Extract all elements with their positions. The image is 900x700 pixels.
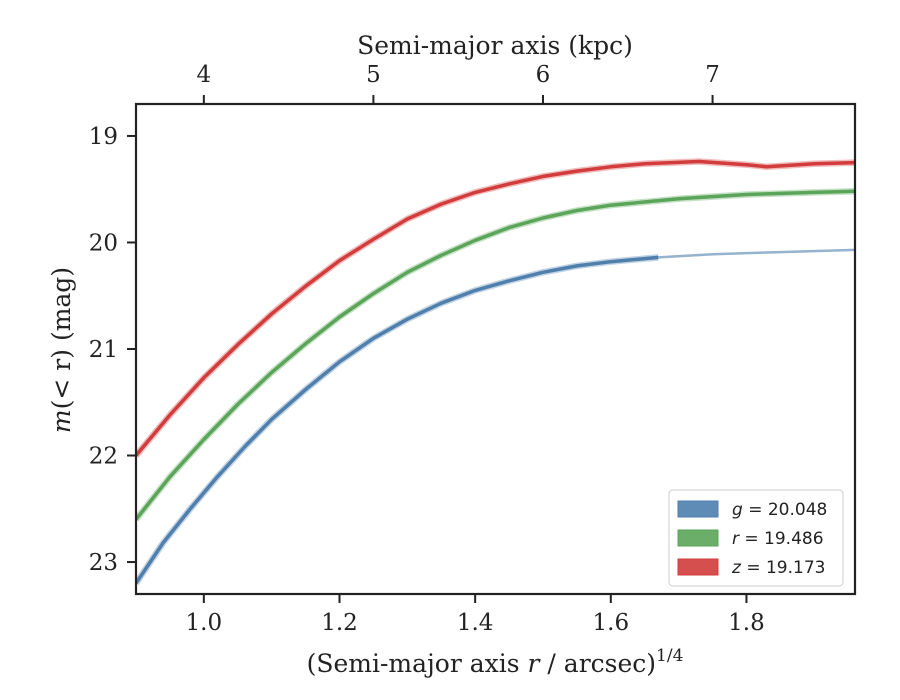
series-r-line (136, 189, 855, 521)
series-z-band (136, 158, 855, 458)
top-tick-label: 7 (705, 62, 720, 88)
legend: g = 20.048 r = 19.486 z = 19.173 (668, 489, 844, 587)
y-tick-label: 22 (89, 444, 118, 470)
series-g-band (136, 254, 659, 586)
series-g-line (136, 255, 659, 585)
series-z-line (136, 159, 855, 457)
y-tick-label: 23 (89, 550, 118, 576)
x-ticks: 1.0 1.2 1.4 1.6 1.8 (186, 594, 765, 636)
top-axis-title: Semi-major axis (kpc) (357, 31, 633, 60)
x-tick-label: 1.2 (321, 610, 358, 636)
x-tick-label: 1.4 (457, 610, 494, 636)
y-tick-label: 20 (89, 230, 118, 256)
x-tick-label: 1.8 (728, 610, 765, 636)
top-tick-label: 5 (366, 62, 381, 88)
x-axis-title: (Semi-major axis r / arcsec)1/4 (307, 646, 684, 678)
x-tick-label: 1.0 (186, 610, 223, 636)
top-ticks: 4 5 6 7 (197, 62, 720, 104)
series-r-band (136, 188, 855, 522)
legend-swatch-g (677, 500, 719, 518)
y-ticks: 19 20 21 22 23 (89, 124, 136, 576)
legend-swatch-r (677, 529, 719, 547)
top-tick-label: 6 (536, 62, 551, 88)
legend-label-z: z = 19.173 (731, 558, 825, 578)
top-tick-label: 4 (197, 62, 212, 88)
y-tick-label: 19 (89, 124, 118, 150)
y-tick-label: 21 (89, 337, 118, 363)
series-g-extrapolated-line (658, 248, 855, 259)
x-tick-label: 1.6 (593, 610, 630, 636)
legend-label-g: g = 20.048 (732, 500, 827, 520)
series-layer (136, 158, 855, 586)
legend-swatch-z (677, 558, 719, 576)
y-axis-title: m(< r) (mag) (47, 267, 76, 433)
legend-label-r: r = 19.486 (732, 529, 824, 549)
